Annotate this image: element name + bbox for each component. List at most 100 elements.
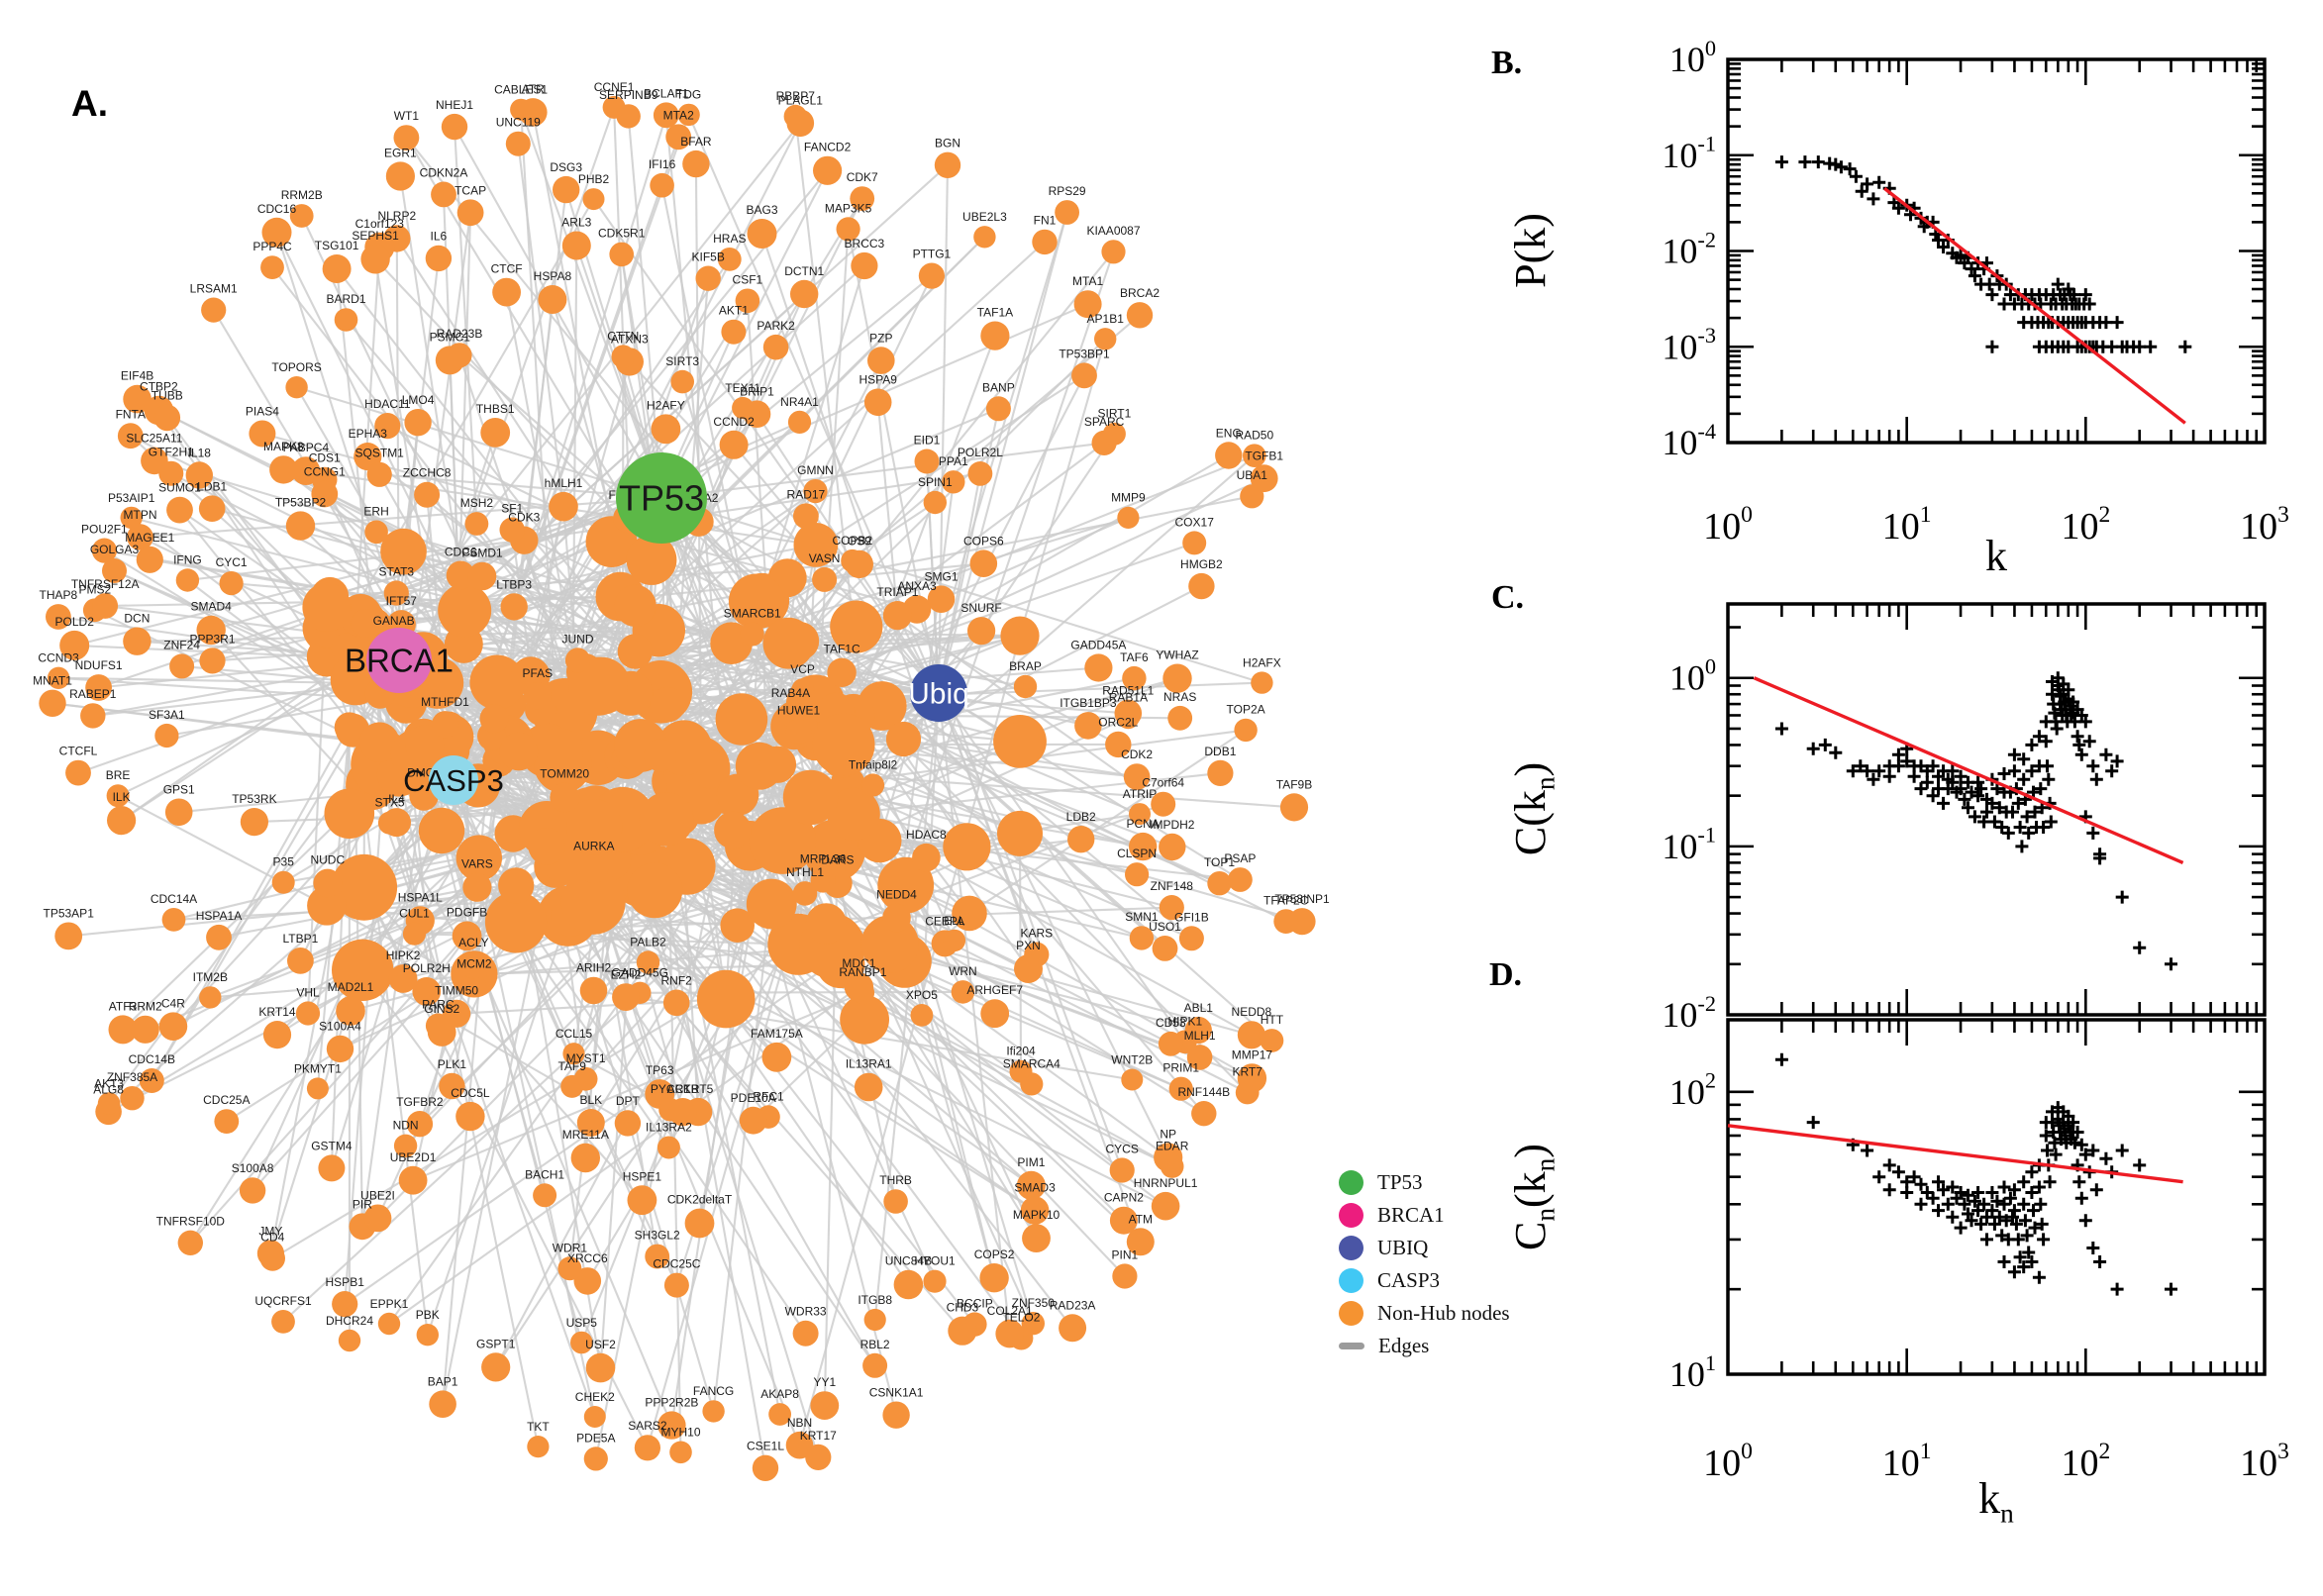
gene-label: CCNG1 <box>304 465 346 479</box>
network-edge <box>657 630 784 842</box>
gene-label: SMARCB1 <box>724 606 781 620</box>
network-node <box>519 98 548 127</box>
network-node <box>576 1109 605 1137</box>
network-edge <box>660 442 1105 500</box>
network-node <box>127 524 153 550</box>
gene-label: CDKN2A <box>420 166 468 180</box>
network-node <box>1251 671 1273 694</box>
network-node <box>1162 663 1192 693</box>
gene-label: DARS <box>821 852 854 866</box>
panel-b-plot: 100 10-1 10-2 10-3 10-4 100 101 102 103 P(k) k B. <box>1491 36 2289 580</box>
network-node <box>456 199 484 227</box>
gene-label: HYOU1 <box>914 1254 956 1268</box>
network-node <box>651 414 681 445</box>
scatter-points <box>1774 155 2192 353</box>
network-node <box>715 693 768 746</box>
gene-label: MYST1 <box>566 1051 606 1065</box>
network-node <box>665 124 692 150</box>
gene-label: RAD50 <box>1235 428 1273 442</box>
gene-label: TCAP <box>454 183 486 197</box>
network-node <box>1207 759 1234 787</box>
network-node <box>196 615 226 646</box>
y-axis-tick-label: 10-1 <box>1662 132 1716 175</box>
data-point-marker <box>1861 764 1874 778</box>
gene-label: CDC6 <box>445 545 477 558</box>
gene-label: FN1 <box>1034 214 1057 228</box>
data-point-marker <box>2039 1129 2053 1143</box>
network-node <box>102 558 127 583</box>
gene-label: BRAP <box>1009 659 1042 673</box>
network-node <box>455 835 502 881</box>
gene-label: PDE5A <box>576 1431 615 1445</box>
network-node <box>185 461 213 489</box>
gene-label: CSNK1A1 <box>869 1386 924 1400</box>
gene-label: ALG8 <box>93 1082 124 1096</box>
data-point-marker <box>1882 769 1896 783</box>
hub-label-brca1: BRCA1 <box>345 643 454 679</box>
x-axis-tick-label: 101 <box>1882 1439 1932 1484</box>
gene-label: ITGB8 <box>858 1293 892 1307</box>
network-node <box>492 277 521 307</box>
gene-label: GANAB <box>373 614 415 628</box>
gene-label: PBK <box>416 1308 440 1322</box>
network-node <box>418 807 465 854</box>
network-node <box>948 1316 977 1346</box>
network-node <box>636 950 660 974</box>
gene-label: MMP17 <box>1232 1047 1273 1061</box>
gene-label: MDC1 <box>842 956 875 970</box>
data-point-marker <box>2042 772 2056 786</box>
network-node <box>199 986 222 1009</box>
network-edge <box>453 127 478 525</box>
data-point-marker <box>2007 764 2021 778</box>
network-node <box>467 561 497 591</box>
network-node <box>1182 531 1207 555</box>
data-point-marker <box>2025 1186 2039 1199</box>
network-node <box>385 161 415 191</box>
network-node <box>318 1154 346 1182</box>
network-node <box>106 784 130 808</box>
network-node <box>585 1352 616 1383</box>
network-node <box>260 255 284 279</box>
data-point-marker <box>2044 815 2058 829</box>
network-node <box>993 715 1047 768</box>
network-node <box>452 921 482 951</box>
gene-label: CDC25A <box>203 1093 250 1107</box>
legend-item-casp3: CASP3 <box>1339 1264 1510 1297</box>
network-node <box>326 1035 354 1063</box>
network-node <box>810 1391 840 1420</box>
gene-label: CDK2deltaT <box>667 1193 733 1207</box>
network-node <box>398 1165 428 1195</box>
gene-label: KIAA0087 <box>1086 224 1140 238</box>
node-swatch-icon <box>1339 1170 1364 1195</box>
gene-label: TGFB1 <box>1245 449 1283 462</box>
node-swatch-icon <box>1339 1268 1364 1293</box>
gene-label: C7orf64 <box>1142 776 1184 790</box>
network-node <box>669 1441 692 1464</box>
network-edge <box>189 497 662 1244</box>
network-node <box>393 1134 418 1158</box>
network-node <box>634 1435 661 1461</box>
gene-label: COPS2 <box>974 1247 1015 1261</box>
network-node <box>480 418 511 448</box>
network-edge <box>1018 339 1107 637</box>
data-point-marker <box>2007 1204 2021 1218</box>
legend-label: TP53 <box>1377 1170 1423 1194</box>
network-node <box>469 654 525 710</box>
gene-label: GPS1 <box>163 783 195 797</box>
network-node <box>570 1331 593 1354</box>
gene-label: BANP <box>982 380 1015 394</box>
gene-label: SIRT3 <box>665 354 699 368</box>
gene-label: PLAGL1 <box>778 94 824 108</box>
gene-label: ACTB <box>667 1082 699 1096</box>
gene-label: NHEJ1 <box>436 98 473 112</box>
network-node <box>1022 1224 1051 1252</box>
gene-label: FANCD2 <box>804 141 852 154</box>
gene-label: ITM2B <box>193 970 228 984</box>
network-edge <box>326 198 595 657</box>
gene-label: BRCA2 <box>1120 286 1160 300</box>
plot-frame <box>1726 57 2267 445</box>
data-point-marker <box>1872 764 1886 778</box>
gene-label: ENG <box>1216 426 1242 440</box>
x-axis-tick-label: 100 <box>1703 502 1753 548</box>
network-node <box>1178 926 1204 951</box>
